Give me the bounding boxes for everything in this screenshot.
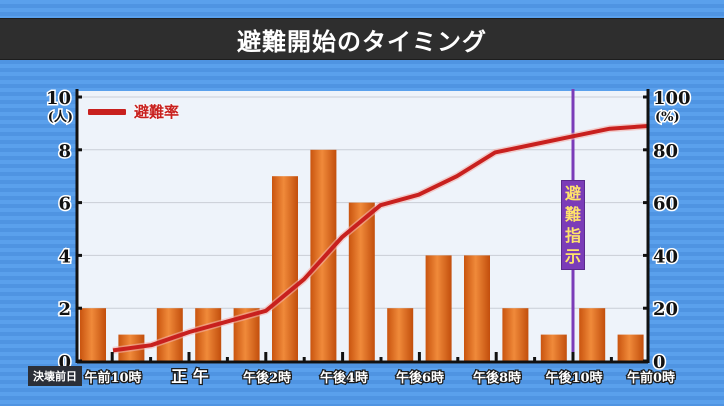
chart-title: 避難開始のタイミング — [237, 26, 487, 56]
right-axis-tick: 60 — [653, 194, 678, 215]
x-axis-label: 午後4時 — [320, 370, 368, 386]
left-axis-unit: (人) — [48, 109, 73, 125]
day-badge: 決壊前日 — [28, 366, 82, 386]
x-axis-label: 午後2時 — [243, 370, 291, 386]
legend-label: 避難率 — [134, 103, 180, 121]
x-axis-label: 正 午 — [171, 367, 209, 386]
bar — [195, 308, 222, 361]
title-bar: 避難開始のタイミング — [0, 18, 724, 60]
order-char: 示 — [564, 246, 581, 266]
evacuation-rate-line — [112, 124, 649, 353]
left-axis-tick: 6 — [58, 194, 71, 215]
bar — [425, 255, 452, 361]
bar — [464, 255, 490, 361]
right-axis-tick: 80 — [653, 141, 678, 162]
order-char: 難 — [564, 204, 581, 224]
x-axis-label: 午後6時 — [396, 370, 444, 386]
bar — [579, 308, 606, 361]
x-axis-label: 午前10時 — [84, 370, 141, 386]
order-char: 避 — [564, 183, 581, 203]
legend: 避難率 — [88, 101, 179, 122]
right-axis-tick: 20 — [653, 299, 678, 320]
bar — [387, 308, 414, 361]
right-axis-tick: 40 — [653, 246, 678, 267]
evacuation-order-label: 避 難 指 示 — [561, 180, 585, 270]
legend-line-swatch — [88, 108, 126, 115]
order-char: 指 — [564, 225, 581, 245]
bar — [617, 334, 644, 361]
bar — [80, 308, 106, 361]
right-axis-unit: (%) — [655, 110, 680, 125]
x-axis-label: 午後10時 — [545, 370, 602, 386]
left-axis-tick: 10 — [46, 88, 71, 109]
left-axis-tick: 2 — [58, 299, 71, 320]
bar — [502, 308, 529, 361]
x-axis-label: 午後8時 — [473, 370, 521, 386]
bar — [272, 176, 298, 361]
left-axis-tick: 8 — [58, 141, 71, 162]
right-axis-tick: 0 — [653, 352, 666, 373]
right-axis-tick: 100 — [653, 88, 691, 109]
left-axis-tick: 4 — [58, 246, 71, 267]
x-axis-label: 午前0時 — [627, 370, 675, 386]
bar — [540, 334, 567, 361]
